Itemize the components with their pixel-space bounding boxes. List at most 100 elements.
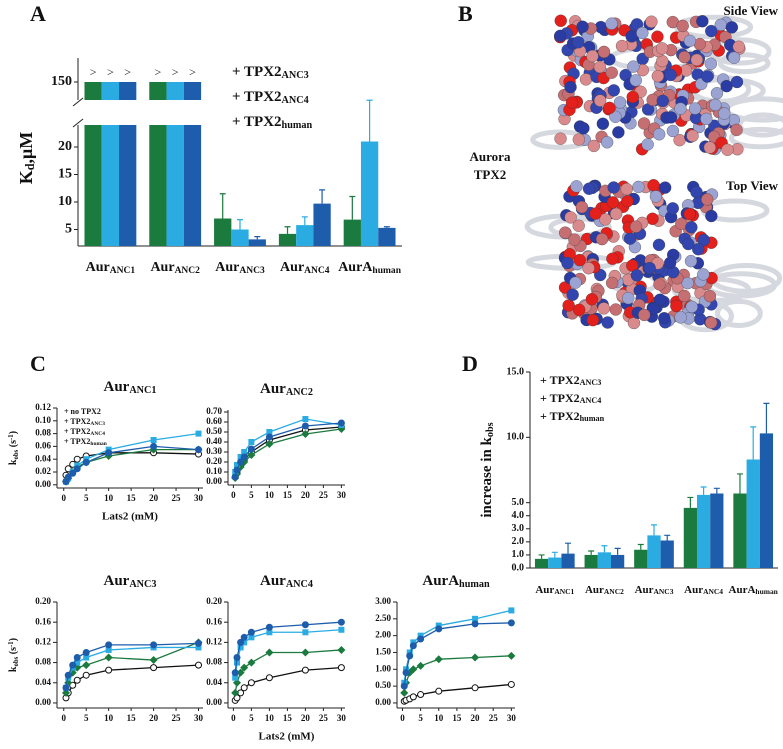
y-axis-label: kobs (s-1)	[8, 638, 20, 672]
text-part: ,μM	[16, 132, 36, 164]
atom	[721, 143, 734, 156]
bar	[84, 82, 102, 246]
text-part: human	[90, 441, 106, 447]
atom	[606, 276, 619, 290]
y-tick-label: 10	[58, 194, 72, 209]
atom	[690, 186, 703, 199]
atom	[727, 51, 741, 64]
atom	[587, 139, 601, 153]
error-bar	[383, 226, 390, 228]
marker	[195, 639, 203, 647]
x-tick-label: 25	[319, 490, 329, 500]
bar	[647, 535, 661, 568]
atom	[572, 219, 585, 232]
marker	[195, 446, 203, 454]
error-bar	[219, 193, 226, 219]
atom	[601, 316, 614, 329]
bar	[746, 459, 760, 568]
ribbon	[717, 52, 771, 75]
error-bar	[301, 216, 308, 226]
atom	[674, 311, 687, 324]
atom	[645, 15, 658, 28]
marker	[150, 664, 158, 672]
text-part: Aur	[280, 260, 304, 275]
marker	[105, 449, 113, 457]
marker	[337, 618, 345, 626]
atom	[655, 42, 669, 55]
y-axis-label: Kd,μM	[16, 132, 37, 185]
limit-label: >	[172, 65, 179, 79]
marker	[302, 629, 309, 636]
y-tick-label: 1.50	[375, 647, 391, 657]
x-tick-label: 30	[337, 490, 347, 500]
atom	[643, 261, 656, 275]
text-part: ANC3	[282, 70, 309, 81]
bar	[534, 558, 549, 568]
panel-label: A	[30, 1, 46, 26]
atom	[701, 193, 714, 206]
x-tick-label: 5	[84, 713, 89, 723]
text-part: + TPX2	[540, 391, 580, 405]
atom	[686, 129, 699, 142]
marker	[69, 681, 77, 689]
chart-title: AurANC3	[103, 573, 156, 590]
marker	[400, 682, 408, 690]
text-part: Aur	[103, 379, 129, 395]
marker	[233, 654, 241, 662]
x-tick-label: 20	[301, 490, 311, 500]
y-tick-label: 0.04	[35, 677, 51, 687]
marker	[195, 644, 202, 651]
marker	[105, 641, 113, 649]
marker	[266, 429, 273, 435]
y-tick-label: 1.00	[375, 663, 391, 673]
error-bar	[319, 189, 326, 204]
atom	[599, 213, 612, 226]
marker	[241, 449, 248, 455]
bar	[696, 494, 711, 568]
atom	[554, 29, 567, 43]
marker	[105, 666, 113, 674]
text-part: + TPX2	[232, 89, 282, 105]
marker	[231, 669, 239, 677]
y-tick-label: 0.40	[206, 436, 222, 446]
marker	[337, 664, 345, 672]
atom	[697, 268, 710, 281]
atom	[647, 302, 660, 315]
marker	[237, 454, 244, 460]
atom	[577, 122, 590, 135]
atom	[638, 308, 651, 322]
x-tick-label: AurAhuman	[729, 584, 779, 596]
atom	[678, 289, 691, 303]
limit-label: >	[107, 65, 114, 79]
marker	[337, 645, 346, 654]
marker	[195, 430, 202, 437]
atom	[683, 207, 696, 221]
chart-title: AurAhuman	[422, 573, 490, 590]
atom	[683, 34, 697, 47]
marker	[247, 679, 255, 687]
x-tick-label: 30	[507, 713, 517, 723]
atom	[564, 211, 577, 224]
y-tick-label: 0.16	[206, 616, 222, 626]
x-tick-label: 10	[434, 713, 444, 723]
error-bar	[284, 226, 291, 234]
bar	[548, 557, 562, 568]
atom	[582, 262, 595, 275]
marker	[507, 619, 515, 627]
y-tick-label: 0.20	[35, 596, 51, 606]
marker	[434, 655, 443, 664]
text-part: human	[580, 414, 605, 423]
x-tick-label: 15	[283, 490, 293, 500]
text-part: ANC2	[286, 387, 313, 398]
text-part: + TPX2	[232, 114, 282, 130]
marker	[266, 629, 273, 636]
marker	[62, 684, 70, 692]
text-part: ANC4	[286, 579, 313, 590]
atom	[569, 276, 582, 289]
atom	[615, 39, 629, 53]
marker	[247, 658, 256, 667]
marker	[508, 607, 515, 614]
legend-entry: + TPX2human	[232, 114, 312, 131]
legend-entry: + TPX2ANC3	[540, 373, 601, 388]
x-tick-label: AurANC3	[635, 584, 674, 596]
